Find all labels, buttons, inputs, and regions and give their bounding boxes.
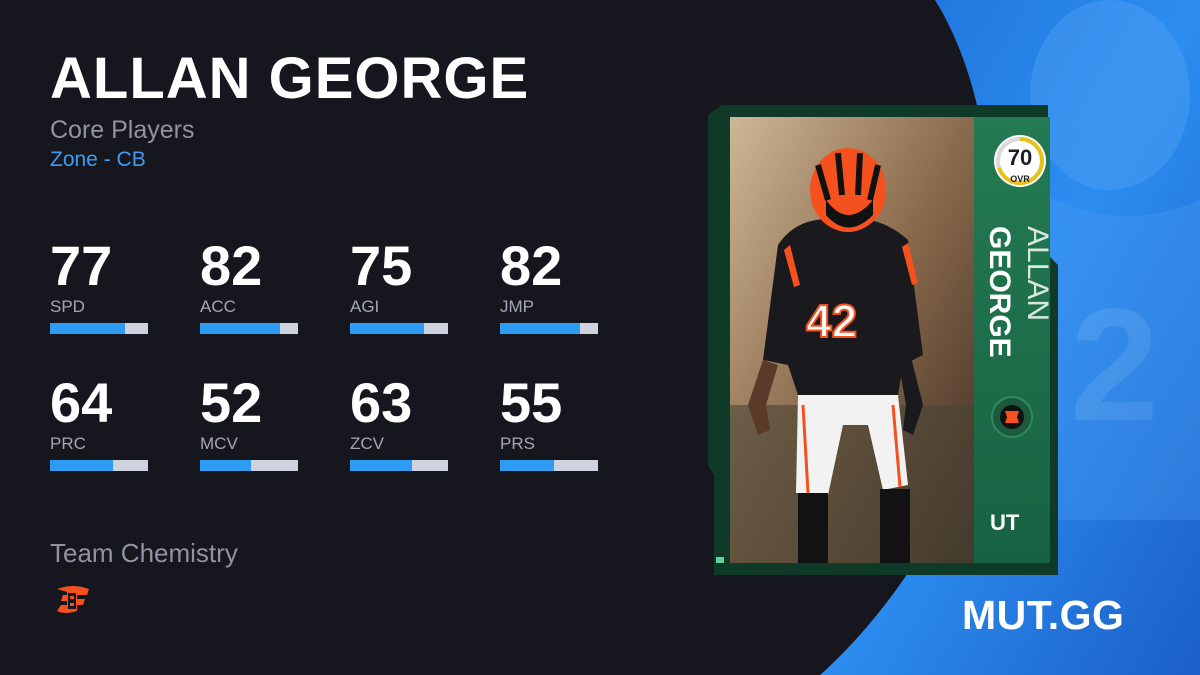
- stat-bar: [350, 323, 448, 334]
- stat-jmp: 82 JMP: [500, 238, 600, 334]
- stat-acc: 82 ACC: [200, 238, 300, 334]
- stat-label: MCV: [200, 434, 238, 453]
- stat-bar-fill: [350, 323, 424, 334]
- stat-bar: [500, 460, 598, 471]
- archetype-link[interactable]: Zone - CB: [50, 148, 146, 171]
- ovr-label: OVR: [1010, 174, 1030, 184]
- stat-zcv: 63 ZCV: [350, 375, 450, 471]
- ovr-value: 70: [1007, 145, 1033, 170]
- player-photo: 42: [730, 117, 974, 563]
- player-info-panel: ALLAN GEORGE Core Players Zone - CB 77 SP…: [50, 0, 670, 675]
- stat-bar-fill: [500, 460, 554, 471]
- stat-spd: 77 SPD: [50, 238, 150, 334]
- stat-value: 63: [350, 371, 413, 434]
- stat-value: 82: [500, 234, 563, 297]
- bengals-logo-icon[interactable]: [53, 585, 93, 620]
- program-name: Core Players: [50, 116, 195, 144]
- card-first-name: ALLAN: [1021, 226, 1054, 322]
- stat-label: ZCV: [350, 434, 384, 453]
- stat-bar-fill: [200, 323, 281, 334]
- stat-prc: 64 PRC: [50, 375, 150, 471]
- stat-bar-fill: [500, 323, 581, 334]
- stat-label: ACC: [200, 297, 236, 316]
- stat-bar-fill: [200, 460, 251, 471]
- stat-bar: [50, 323, 148, 334]
- card-last-name: GEORGE: [983, 226, 1016, 358]
- stat-bar-fill: [50, 323, 126, 334]
- stat-label: AGI: [350, 297, 380, 316]
- stat-bar: [500, 323, 598, 334]
- stat-bar-fill: [50, 460, 113, 471]
- ut-badge: UT: [990, 510, 1020, 535]
- stat-label: PRC: [50, 434, 86, 453]
- stat-bar: [200, 460, 298, 471]
- stat-prs: 55 PRS: [500, 375, 600, 471]
- stat-value: 82: [200, 234, 263, 297]
- stat-label: JMP: [500, 297, 534, 316]
- stat-agi: 75 AGI: [350, 238, 450, 334]
- stat-bar: [200, 323, 298, 334]
- stat-mcv: 52 MCV: [200, 375, 300, 471]
- stat-value: 55: [500, 371, 563, 434]
- stat-bar: [350, 460, 448, 471]
- jersey-number-text: 42: [806, 295, 857, 347]
- svg-text:2: 2: [1070, 275, 1159, 454]
- stat-label: PRS: [500, 434, 535, 453]
- stat-value: 52: [200, 371, 263, 434]
- player-name: ALLAN GEORGE: [50, 46, 530, 111]
- stat-value: 64: [50, 371, 113, 434]
- stat-value: 77: [50, 234, 113, 297]
- team-chemistry-title: Team Chemistry: [50, 538, 238, 568]
- stat-value: 75: [350, 234, 413, 297]
- player-card[interactable]: 42: [708, 105, 1060, 575]
- brand-logo[interactable]: MUT.GG: [962, 592, 1125, 638]
- stat-bar: [50, 460, 148, 471]
- stat-label: SPD: [50, 297, 85, 316]
- stat-bar-fill: [350, 460, 412, 471]
